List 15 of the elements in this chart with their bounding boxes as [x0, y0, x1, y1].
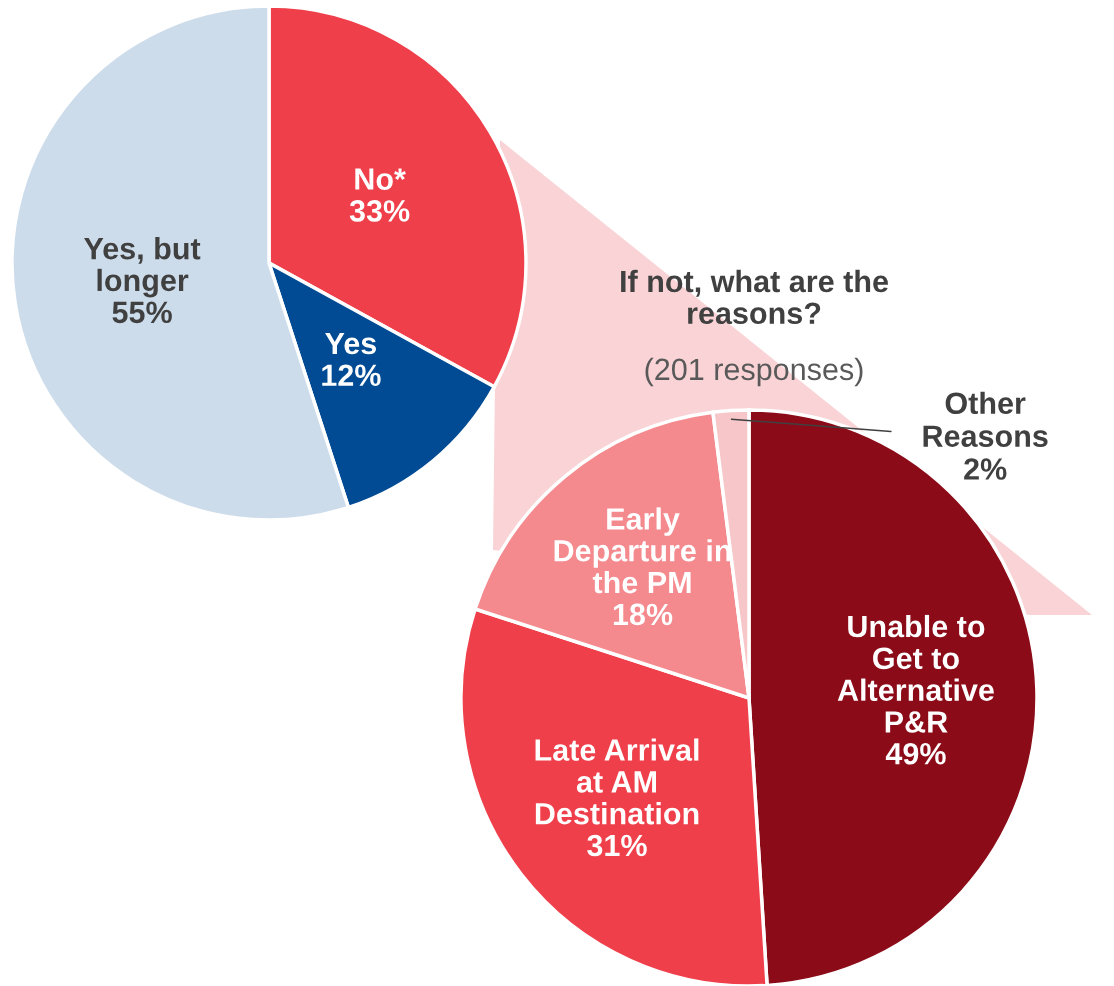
data-label: 55%: [112, 301, 172, 324]
chart-title: If not, what are the reasons?: [621, 269, 888, 325]
slice-label: Unable to Get to Alternative P&R: [837, 614, 994, 733]
data-label: 33%: [349, 200, 410, 222]
data-label: 31%: [587, 834, 647, 857]
data-label: 18%: [613, 603, 673, 626]
data-label: 49%: [885, 742, 946, 765]
slice-label: Late Arrival at AM Destination: [535, 738, 699, 825]
slice-label: No*: [355, 168, 406, 190]
chart-subtitle: (201 responses): [645, 357, 863, 387]
slice-label: Other Reasons: [923, 391, 1048, 447]
data-label: 12%: [322, 364, 381, 387]
slice-label: Yes: [325, 332, 376, 355]
data-label: 2%: [964, 458, 1007, 480]
slice-label: Yes, but longer: [84, 236, 201, 298]
